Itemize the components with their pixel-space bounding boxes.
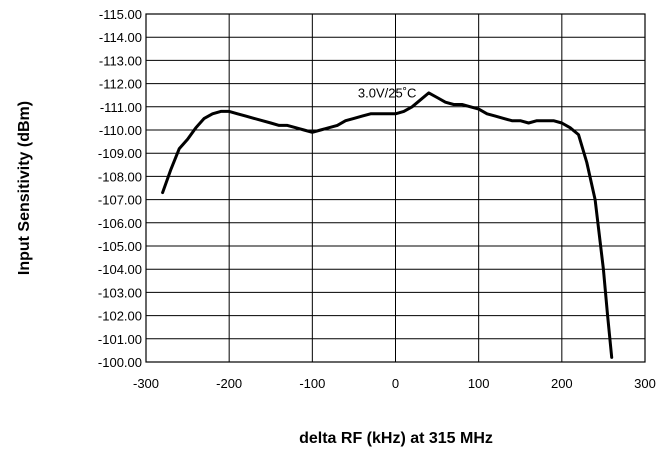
y-tick-label: -109.00 xyxy=(98,146,142,161)
y-tick-label: -113.00 xyxy=(99,53,142,68)
series-line xyxy=(161,91,614,359)
x-axis-tick-labels: -300 -200 -100 0 100 200 300 xyxy=(133,376,656,391)
y-tick-label: -103.00 xyxy=(98,285,142,300)
y-tick-label: -102.00 xyxy=(98,309,142,324)
y-tick-label: -115.00 xyxy=(99,7,142,22)
y-tick-label: -114.00 xyxy=(99,30,142,45)
x-tick-label: 0 xyxy=(392,376,399,391)
y-axis-title: Input Sensitivity (dBm) xyxy=(16,101,33,275)
y-tick-label: -108.00 xyxy=(98,169,142,184)
x-tick-label: 300 xyxy=(634,376,656,391)
grid xyxy=(145,13,646,363)
x-axis-title: delta RF (kHz) at 315 MHz xyxy=(299,430,493,447)
y-tick-label: -101.00 xyxy=(98,332,142,347)
condition-annotation: 3.0V/25˚C xyxy=(358,86,417,101)
x-tick-label: -200 xyxy=(216,376,242,391)
y-tick-label: -106.00 xyxy=(98,216,142,231)
y-tick-label: -105.00 xyxy=(98,239,142,254)
y-tick-label: -100.00 xyxy=(98,355,142,370)
plot-frame xyxy=(145,13,646,363)
x-tick-label: -100 xyxy=(299,376,325,391)
y-tick-label: -104.00 xyxy=(98,262,142,277)
y-tick-label: -111.00 xyxy=(100,100,142,115)
y-tick-label: -107.00 xyxy=(98,193,142,208)
y-tick-label: -112.00 xyxy=(99,77,142,92)
x-tick-label: 200 xyxy=(551,376,573,391)
y-axis-tick-labels: -115.00 -114.00 -113.00 -112.00 -111.00 -110.… xyxy=(98,7,142,370)
x-tick-label: 100 xyxy=(468,376,490,391)
y-tick-label: -110.00 xyxy=(99,123,142,138)
x-tick-label: -300 xyxy=(133,376,159,391)
